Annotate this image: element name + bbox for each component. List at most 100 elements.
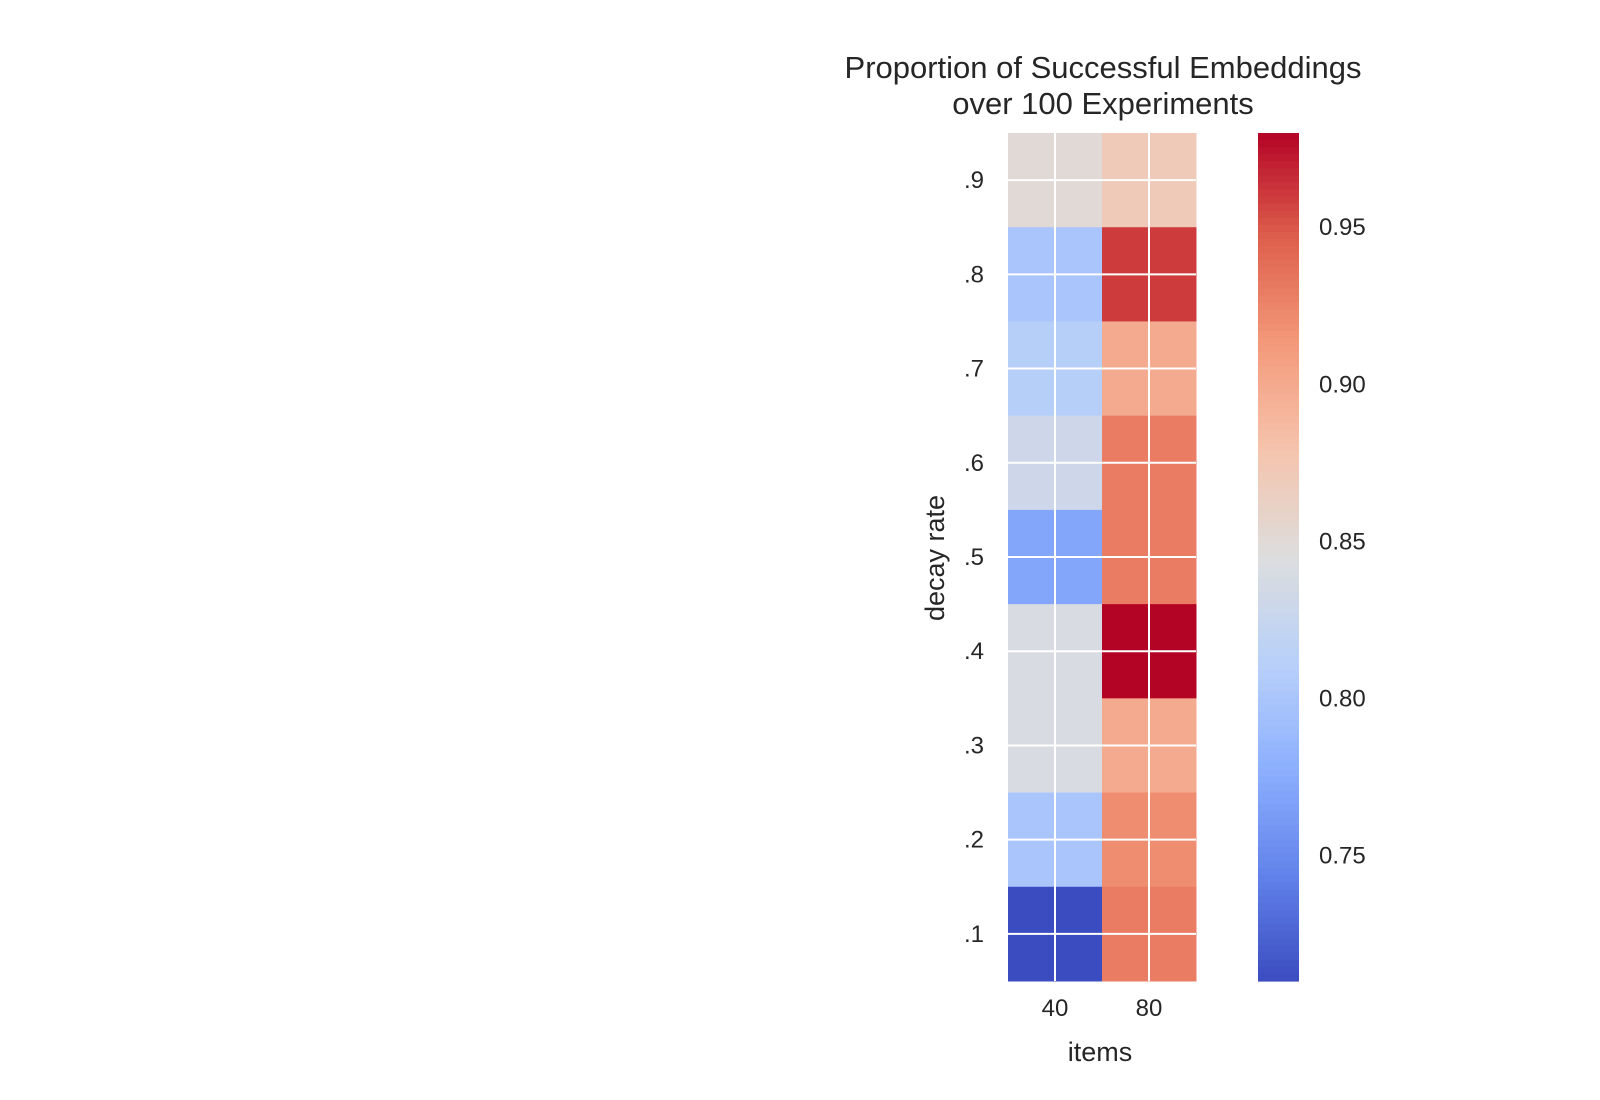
colorbar-segment [1258, 154, 1299, 162]
colorbar-segment [1258, 959, 1299, 968]
colorbar-segment [1258, 966, 1299, 975]
colorbar-segment [1258, 889, 1299, 897]
colorbar-segment [1258, 521, 1299, 530]
colorbar-segment [1258, 260, 1299, 268]
colorbar-segment [1258, 627, 1299, 636]
colorbar-segment [1258, 747, 1299, 756]
colorbar-segment [1258, 938, 1299, 947]
colorbar-segment [1258, 867, 1299, 876]
colorbar-segment [1258, 924, 1299, 933]
y-tick-label: .3 [964, 732, 984, 759]
colorbar-segment [1258, 578, 1299, 586]
colorbar-segment [1258, 203, 1299, 212]
colorbar-segment [1258, 811, 1299, 820]
colorbar-segment [1258, 776, 1299, 784]
colorbar-segment [1258, 429, 1299, 438]
y-tick-label: .9 [964, 167, 984, 194]
colorbar-segment [1258, 408, 1299, 417]
y-tick-label: .2 [964, 827, 984, 854]
colorbar-segment [1258, 769, 1299, 777]
y-tick-labels: .9 .8 .7 .6 .5 .4 .3 .2 .1 [964, 167, 984, 948]
colorbar-segment [1258, 592, 1299, 600]
colorbar-segment [1258, 465, 1299, 473]
colorbar-segment [1258, 295, 1299, 304]
chart-title-line-1: Proportion of Successful Embeddings [845, 50, 1362, 85]
colorbar-segment [1258, 818, 1299, 827]
colorbar-segment [1258, 443, 1299, 452]
colorbar-segment [1258, 875, 1299, 883]
colorbar-segment [1258, 330, 1299, 339]
colorbar-segment [1258, 571, 1299, 579]
colorbar-segment [1258, 797, 1299, 805]
colorbar-segment [1258, 302, 1299, 311]
colorbar-segment [1258, 882, 1299, 890]
colorbar-segment [1258, 472, 1299, 480]
colorbar-segment [1258, 557, 1299, 565]
x-tick-label: 40 [1042, 995, 1069, 1022]
colorbar-segment [1258, 917, 1299, 926]
y-tick-label: .5 [964, 544, 984, 571]
colorbar-segment [1258, 691, 1299, 699]
colorbar-segment [1258, 620, 1299, 629]
colorbar-segment [1258, 458, 1299, 466]
colorbar-segment [1258, 839, 1299, 848]
colorbar-segment [1258, 684, 1299, 692]
colorbar-segment [1258, 373, 1299, 381]
colorbar-tick-label: 0.75 [1319, 842, 1366, 869]
colorbar-tick-label: 0.90 [1319, 371, 1366, 398]
colorbar-segment [1258, 677, 1299, 685]
colorbar-segment [1258, 359, 1299, 367]
colorbar-segment [1258, 147, 1299, 155]
colorbar-segment [1258, 528, 1299, 537]
colorbar-segment [1258, 740, 1299, 749]
colorbar-segment [1258, 804, 1299, 812]
colorbar-segment [1258, 860, 1299, 869]
colorbar-segment [1258, 613, 1299, 622]
colorbar-segment [1258, 345, 1299, 353]
x-tick-label: 80 [1136, 995, 1163, 1022]
colorbar-segment [1258, 323, 1299, 332]
colorbar-segment [1258, 634, 1299, 643]
y-tick-label: .7 [964, 356, 984, 383]
colorbar-segment [1258, 309, 1299, 318]
colorbar-segment [1258, 274, 1299, 282]
colorbar-segment [1258, 507, 1299, 516]
colorbar-segment [1258, 641, 1299, 650]
colorbar-segment [1258, 698, 1299, 706]
colorbar-segment [1258, 175, 1299, 184]
colorbar-segment [1258, 189, 1299, 198]
y-tick-label: .1 [964, 921, 984, 948]
colorbar-segment [1258, 451, 1299, 459]
colorbar-segment [1258, 712, 1299, 721]
colorbar-segment [1258, 832, 1299, 841]
colorbar-segment [1258, 196, 1299, 205]
colorbar-tick-labels: 0.75 0.80 0.85 0.90 0.95 [1319, 214, 1366, 869]
colorbar-segment [1258, 952, 1299, 961]
colorbar-segment [1258, 761, 1299, 770]
colorbar-tick-label: 0.95 [1319, 214, 1366, 241]
colorbar-segment [1258, 231, 1299, 240]
colorbar-segment [1258, 846, 1299, 855]
colorbar-segment [1258, 422, 1299, 431]
colorbar-segment [1258, 401, 1299, 410]
colorbar-segment [1258, 719, 1299, 728]
colorbar-segment [1258, 825, 1299, 834]
y-axis-label: decay rate [920, 495, 950, 621]
colorbar [1258, 133, 1299, 982]
colorbar-segment [1258, 726, 1299, 735]
colorbar-segment [1258, 182, 1299, 191]
colorbar-segment [1258, 599, 1299, 608]
colorbar-segment [1258, 542, 1299, 551]
colorbar-segment [1258, 224, 1299, 233]
colorbar-segment [1258, 479, 1299, 487]
colorbar-segment [1258, 973, 1299, 982]
colorbar-segment [1258, 239, 1299, 247]
colorbar-segment [1258, 535, 1299, 544]
colorbar-tick-label: 0.85 [1319, 528, 1366, 555]
colorbar-segment [1258, 754, 1299, 763]
colorbar-segment [1258, 161, 1299, 169]
colorbar-segment [1258, 790, 1299, 798]
colorbar-segment [1258, 910, 1299, 918]
colorbar-segment [1258, 493, 1299, 502]
